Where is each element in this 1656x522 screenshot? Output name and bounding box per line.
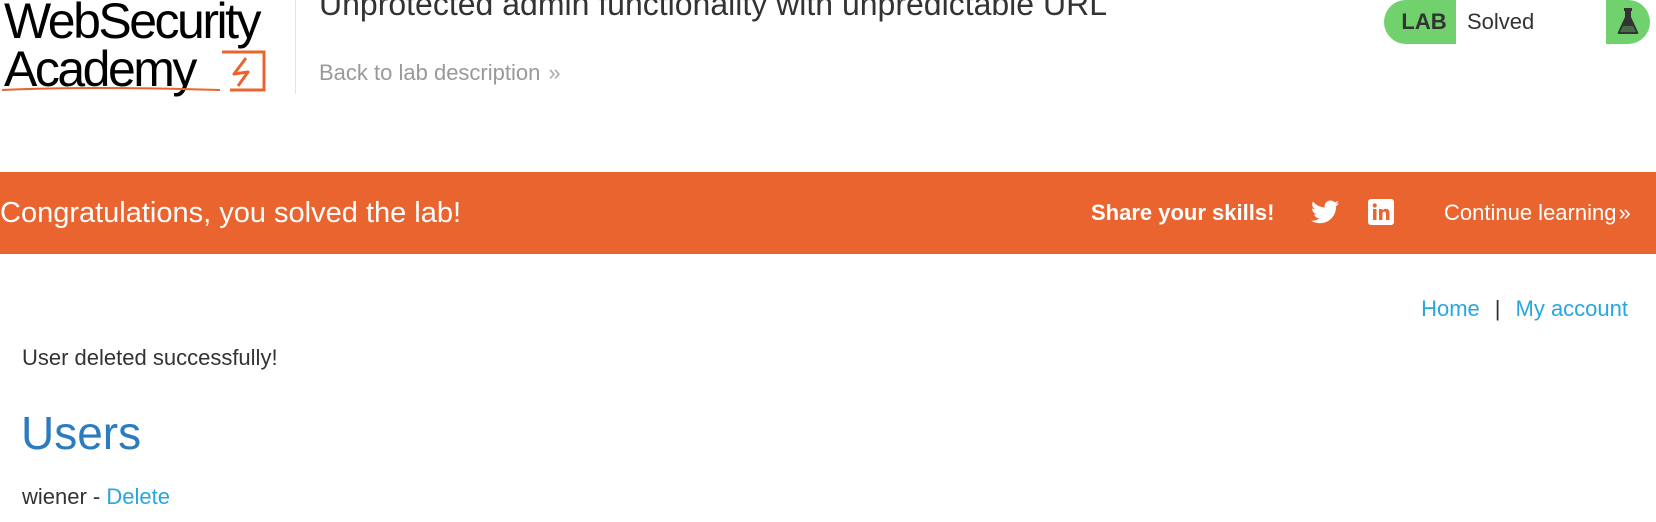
logo-line-1: WebSecurity bbox=[4, 0, 262, 49]
double-chevron-right-icon: » bbox=[548, 60, 561, 85]
logo-bolt-icon bbox=[1, 50, 266, 92]
lab-badge-label: LAB bbox=[1401, 9, 1447, 34]
linkedin-icon[interactable] bbox=[1368, 199, 1394, 225]
logo-line-2: Academy bbox=[4, 41, 197, 97]
back-to-lab-description-link[interactable]: Back to lab description » bbox=[319, 60, 561, 86]
list-item: wiener - Delete bbox=[22, 484, 170, 510]
nav-separator: | bbox=[1494, 296, 1501, 321]
username: wiener bbox=[22, 484, 87, 509]
my-account-link[interactable]: My account bbox=[1515, 296, 1629, 321]
continue-learning-link[interactable]: Continue learning» bbox=[1444, 172, 1631, 254]
twitter-icon[interactable] bbox=[1311, 200, 1339, 224]
web-security-academy-logo[interactable]: WebSecurity Academy bbox=[0, 0, 295, 102]
share-skills-label: Share your skills! bbox=[1091, 200, 1275, 225]
flask-icon bbox=[1606, 0, 1650, 44]
lab-header: WebSecurity Academy Unprotected admin fu… bbox=[0, 0, 1656, 120]
back-link-label: Back to lab description bbox=[319, 60, 541, 85]
double-chevron-right-icon: » bbox=[1618, 200, 1631, 225]
continue-learning-label: Continue learning bbox=[1444, 200, 1617, 225]
delete-user-link[interactable]: Delete bbox=[106, 484, 170, 509]
lab-status-badge: LAB Solved bbox=[1384, 0, 1650, 44]
status-message: User deleted successfully! bbox=[22, 345, 278, 370]
lab-title: Unprotected admin functionality with unp… bbox=[319, 0, 1107, 22]
home-link[interactable]: Home bbox=[1421, 296, 1480, 321]
congratulations-message: Congratulations, you solved the lab! bbox=[0, 197, 462, 229]
page-title: Users bbox=[21, 407, 142, 459]
top-navigation: Home | My account bbox=[1421, 296, 1628, 322]
lab-solved-banner: Congratulations, you solved the lab! Sha… bbox=[0, 172, 1656, 254]
lab-status-text: Solved bbox=[1456, 0, 1606, 44]
user-separator: - bbox=[86, 484, 107, 509]
header-divider bbox=[295, 0, 296, 94]
